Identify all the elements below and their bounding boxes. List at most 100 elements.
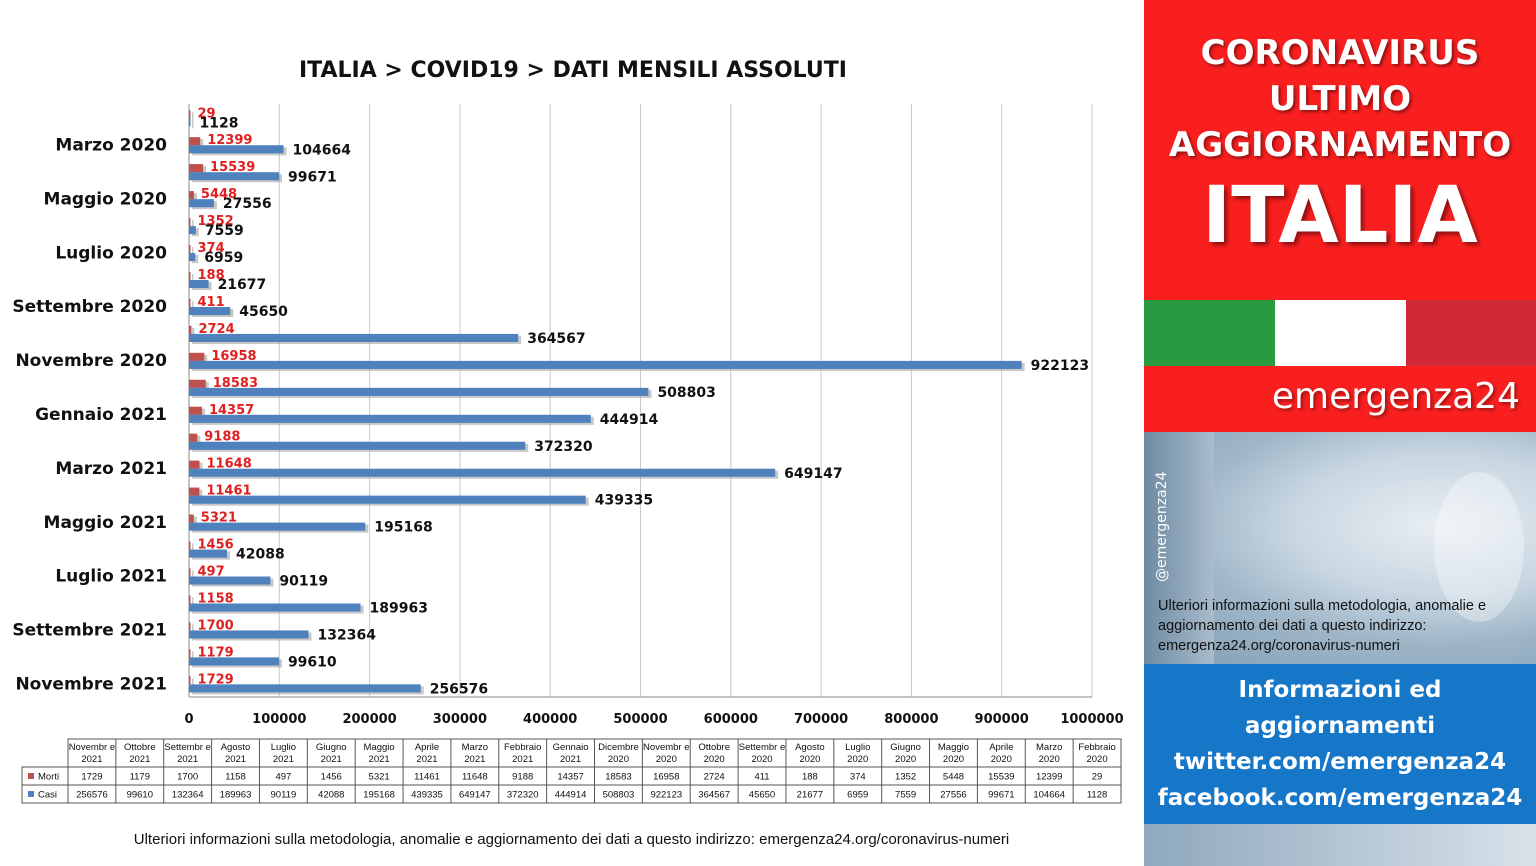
table-cell-morti: 5321 [369,772,390,783]
x-tick-label: 400000 [523,712,577,727]
table-cell-casi: 508803 [603,790,635,801]
data-table: Morti Casi Novembr e 2021 1729 256576 Ottobre 2… [21,738,1122,804]
table-cell-casi: 922123 [650,790,682,801]
flag-red-stripe [1406,300,1536,366]
table-header: Agosto 2021 [221,742,251,765]
casi-data-label: 90119 [279,574,328,590]
photo-highlight [1434,472,1524,622]
table-header: Luglio 2021 [271,742,296,765]
morti-bar-shadow [192,624,194,633]
casi-bar [189,118,191,127]
table-cell-morti: 411 [754,772,769,783]
chart-title: ITALIA > COVID19 > DATI MENSILI ASSOLUTI [299,58,847,83]
morti-bar [189,568,191,577]
y-category-label: Gennaio 2021 [35,405,167,425]
morti-bar [189,325,192,334]
table-header: Febbraio 2021 [504,742,542,765]
casi-data-label: 99671 [288,169,337,185]
morti-bar [189,271,191,281]
casi-data-label: 189963 [370,601,428,617]
y-category-label: Settembre 2021 [12,621,167,641]
table-cell-casi: 439335 [411,790,443,801]
morti-data-label: 5321 [201,511,237,526]
table-cell-morti: 2724 [704,772,725,783]
morti-data-label: 18583 [213,376,258,391]
casi-bar [189,684,421,693]
morti-data-label: 16958 [211,349,256,364]
tick-labels: 0 100000 200000 300000 400000 500000 600000 700… [184,712,1123,727]
table-cell-morti: 9188 [512,772,533,783]
table-header: Agosto 2020 [795,742,825,765]
morti-data-label: 188 [198,268,225,283]
table-row-label: Morti [38,772,59,783]
morti-bar-shadow [192,112,194,121]
table-cell-morti: 1179 [130,772,150,783]
morti-data-label: 14357 [209,403,254,418]
morti-data-label: 29 [198,106,216,121]
casi-data-label: 364567 [527,331,585,347]
table-header: Maggio 2020 [938,742,969,765]
table-cell-morti: 12399 [1036,772,1062,783]
morti-bar [189,487,200,496]
table-cell-morti: 14357 [557,772,583,783]
y-category-label: Marzo 2021 [55,459,167,479]
morti-bar [189,433,198,442]
italian-flag [1144,300,1536,366]
casi-data-label: 132364 [318,628,377,644]
bars [189,110,1025,695]
morti-bar-shadow [192,300,194,309]
casi-data-label: 439335 [595,493,653,509]
table-cell-morti: 1352 [895,772,916,783]
casi-bar [189,576,271,585]
morti-bar [189,164,204,173]
table-cell-casi: 99610 [127,790,153,801]
x-tick-label: 700000 [794,712,848,727]
table-cell-casi: 7559 [895,790,916,801]
table-header: Settembr e 2021 [164,742,210,765]
side-panel: CORONAVIRUS ULTIMO AGGIORNAMENTO ITALIA … [1144,0,1536,866]
casi-bar [189,387,649,396]
table-header: Aprile 2021 [415,742,439,765]
table-cell-casi: 132364 [172,790,204,801]
casi-data-label: 508803 [657,385,715,401]
table-cell-casi: 649147 [459,790,491,801]
casi-bar [189,468,776,477]
chart: ITALIA > COVID19 > DATI MENSILI ASSOLUTI… [12,58,1124,804]
table-cell-casi: 21677 [797,790,823,801]
y-category-label: Novembre 2020 [15,351,167,371]
info-box: Informazioni ed aggiornamenti twitter.co… [1144,664,1536,824]
flag-white-stripe [1275,300,1406,366]
morti-bar-shadow [192,193,197,202]
table-cell-casi: 6959 [847,790,868,801]
morti-bar [189,649,191,658]
casi-bar [189,414,591,423]
morti-data-label: 5448 [201,187,237,202]
x-tick-label: 0 [184,712,193,727]
casi-data-label: 7559 [205,223,244,239]
morti-data-label: 374 [198,241,225,256]
casi-bar-shadow [192,120,194,129]
y-category-label: Marzo 2020 [55,135,167,155]
morti-bar-shadow [192,220,194,229]
casi-data-label: 6959 [204,250,243,266]
table-cell-casi: 195168 [363,790,395,801]
table-header: Ottobre 2021 [124,742,156,765]
morti-bar-shadow [192,570,194,579]
table-cell-casi: 45650 [749,790,775,801]
morti-data-label: 1352 [198,214,234,229]
casi-data-label: 649147 [784,466,842,482]
legend-key-morti [28,773,34,779]
morti-data-label: 15539 [210,160,255,175]
x-tick-label: 800000 [884,712,938,727]
morti-data-label: 497 [198,565,225,580]
twitter-link[interactable]: twitter.com/emergenza24 [1173,749,1507,775]
facebook-link[interactable]: facebook.com/emergenza24 [1157,785,1523,811]
table-cell-morti: 188 [802,772,818,783]
methodology-note: Ulteriori informazioni sulla metodologia… [1158,598,1487,654]
table-header: Gennaio 2021 [553,742,589,765]
legend-key-casi [28,791,34,797]
morti-bar-shadow [192,678,194,687]
x-tick-label: 300000 [433,712,487,727]
table-cell-morti: 1456 [321,772,342,783]
banner-country: ITALIA [1202,171,1478,261]
